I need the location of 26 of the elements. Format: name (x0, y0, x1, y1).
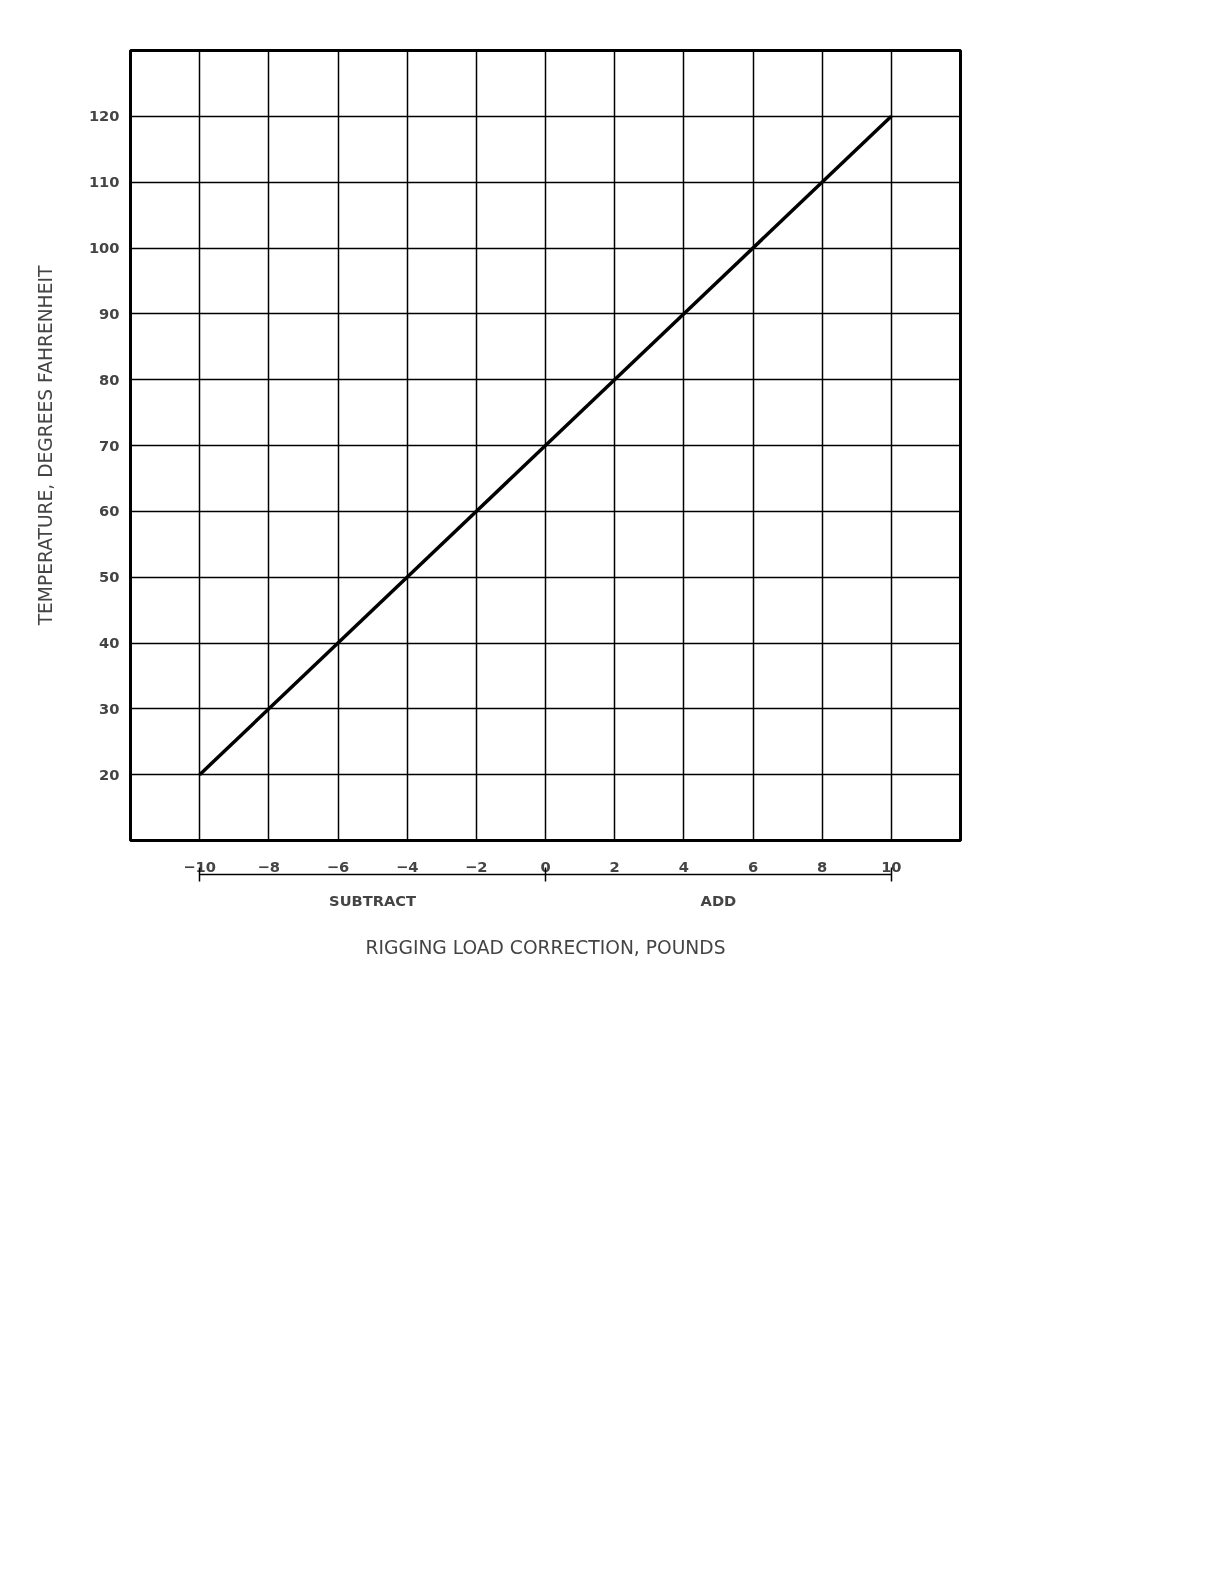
x-axis-title: RIGGING LOAD CORRECTION, POUNDS (365, 936, 726, 958)
x-tick-label: −2 (465, 857, 488, 875)
y-tick-label: 30 (99, 699, 120, 717)
y-axis-title: TEMPERATURE, DEGREES FAHRENHEIT (34, 265, 56, 627)
y-tick-label: 50 (99, 568, 120, 586)
x-tick-label: 4 (678, 857, 689, 875)
x-tick-label: −6 (326, 857, 350, 875)
y-tick-label: 120 (88, 107, 120, 125)
y-tick-label: 90 (99, 304, 120, 322)
x-tick-label: −4 (395, 857, 419, 875)
x-tick-label: −8 (257, 857, 281, 875)
x-tick-label: 6 (747, 857, 759, 875)
x-tick-label: 10 (881, 857, 902, 875)
y-tick-label: 40 (99, 634, 120, 651)
text: SUBTRACT (329, 891, 417, 909)
y-tick-label: 60 (99, 502, 120, 520)
y-tick-label: 80 (99, 370, 120, 388)
y-tick-label: 110 (88, 173, 120, 191)
x-tick-label: 2 (609, 857, 620, 875)
y-tick-label: 100 (88, 239, 120, 256)
x-tick-label: 0 (540, 857, 551, 875)
text: ADD (700, 891, 737, 909)
y-tick-label: 20 (99, 765, 120, 783)
x-tick-label: −10 (183, 857, 217, 875)
x-tick-label: 8 (817, 857, 828, 875)
y-tick-label: 70 (99, 436, 120, 454)
